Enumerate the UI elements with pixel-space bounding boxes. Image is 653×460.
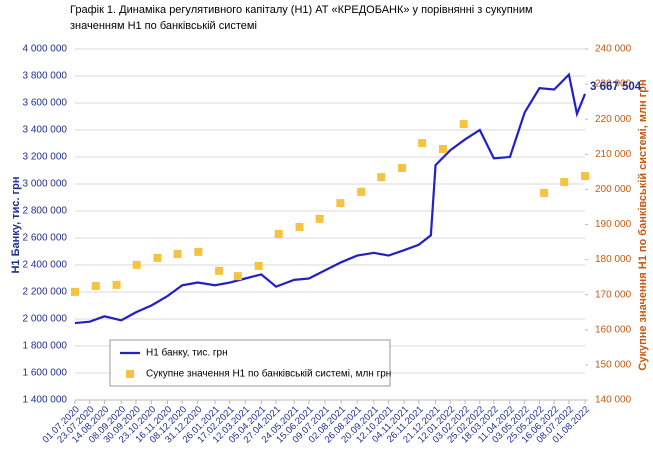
y2-axis-title: Сукупне значення Н1 по банківській систе…: [637, 79, 649, 370]
y2-tick-label: 180 000: [595, 254, 632, 265]
y-tick-label: 4 000 000: [23, 44, 68, 55]
y2-tick-label: 230 000: [595, 79, 632, 90]
scatter-point: [398, 163, 407, 172]
y2-tick-label: 220 000: [595, 114, 632, 125]
scatter-point: [91, 281, 100, 290]
legend-label: Сукупне значення Н1 по банківській систе…: [146, 368, 391, 380]
scatter-point: [254, 261, 263, 270]
y-tick-label: 1 800 000: [23, 341, 68, 352]
y2-tick-label: 170 000: [595, 289, 632, 300]
scatter-point: [581, 172, 589, 181]
scatter-point: [215, 266, 224, 275]
scatter-point: [418, 139, 427, 148]
y-tick-label: 3 400 000: [23, 125, 68, 136]
y-tick-label: 3 800 000: [23, 71, 68, 82]
y-tick-label: 2 600 000: [23, 233, 68, 244]
y-tick-label: 2 000 000: [23, 314, 68, 325]
scatter-point: [377, 173, 386, 182]
scatter-point: [274, 229, 283, 238]
y2-tick-label: 150 000: [595, 360, 632, 371]
scatter-point: [336, 199, 345, 208]
y-tick-label: 2 200 000: [23, 287, 68, 298]
scatter-point: [112, 280, 121, 289]
scatter-point: [357, 187, 366, 196]
y-tick-label: 3 000 000: [23, 179, 68, 190]
scatter-point: [153, 253, 162, 262]
legend-swatch: [126, 370, 134, 378]
scatter-point: [233, 272, 242, 281]
scatter-point: [459, 120, 468, 129]
scatter-point: [540, 188, 549, 197]
y-axis-title: Н1 Банку, тис. грн: [10, 176, 22, 273]
y-tick-label: 2 800 000: [23, 206, 68, 217]
y-tick-label: 3 600 000: [23, 98, 68, 109]
data-label: 3 667 504: [590, 81, 642, 93]
y-tick-label: 2 400 000: [23, 260, 68, 271]
scatter-point: [173, 249, 182, 258]
y2-tick-label: 160 000: [595, 324, 632, 335]
scatter-point: [295, 222, 304, 231]
scatter-point: [438, 145, 447, 154]
y-tick-label: 3 200 000: [23, 152, 68, 163]
chart-title: Графік 1. Динаміка регулятивного капітал…: [70, 4, 533, 16]
series-line: [74, 72, 587, 325]
y2-tick-label: 200 000: [595, 184, 632, 195]
scatter-point: [71, 287, 79, 296]
legend: [109, 339, 391, 387]
y2-tick-label: 240 000: [595, 44, 632, 55]
chart-title: значенням Н1 по банківській системі: [70, 20, 257, 32]
scatter-point: [194, 247, 203, 256]
y2-tick-label: 210 000: [595, 149, 632, 160]
scatter-point: [560, 178, 569, 187]
legend-label: Н1 банку, тис. грн: [146, 347, 228, 359]
y2-tick-label: 140 000: [595, 395, 632, 406]
scatter-point: [315, 214, 324, 223]
y-tick-label: 1 600 000: [23, 368, 68, 379]
y2-tick-label: 190 000: [595, 219, 632, 230]
y-tick-label: 1 400 000: [23, 395, 68, 406]
scatter-point: [132, 260, 141, 269]
